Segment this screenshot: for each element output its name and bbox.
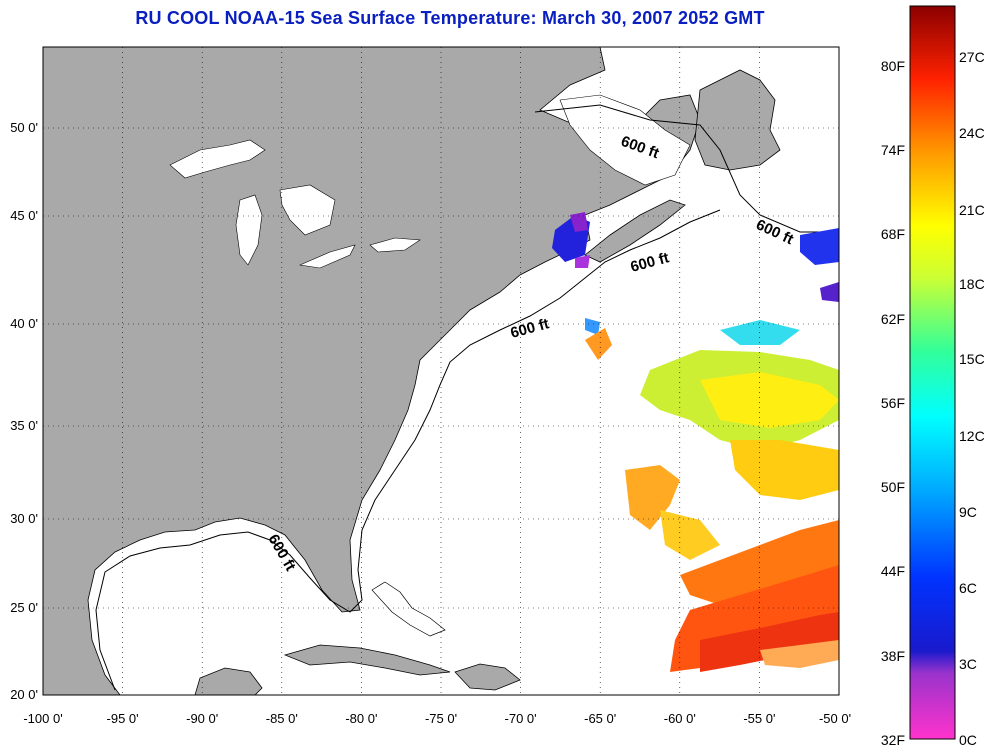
x-tick-label: -100 0' <box>23 711 62 726</box>
x-tick-label: -95 0' <box>107 711 139 726</box>
x-tick-label: -70 0' <box>505 711 537 726</box>
x-tick-label: -55 0' <box>743 711 775 726</box>
x-tick-label: -80 0' <box>345 711 377 726</box>
colorbar-c-label: 21C <box>959 202 984 218</box>
lake-michigan <box>235 194 263 266</box>
bahamas-outline <box>371 581 446 637</box>
x-tick-label: -85 0' <box>266 711 298 726</box>
colorbar-f-label: 44F <box>881 563 905 579</box>
gulf-st-lawrence <box>559 94 691 186</box>
y-tick-label: 40 0' <box>10 316 38 331</box>
colorbar-c-label: 6C <box>959 580 977 596</box>
colorbar-f-label: 56F <box>881 395 905 411</box>
colorbar-f-label: 50F <box>881 479 905 495</box>
colorbar-c-label: 24C <box>959 125 984 141</box>
cuba-land <box>283 644 451 676</box>
yucatan-land <box>194 667 263 695</box>
colorbar-c-label: 27C <box>959 49 984 65</box>
y-tick-label: 20 0' <box>10 687 38 702</box>
y-tick-label: 35 0' <box>10 418 38 433</box>
colorbar-c-label: 9C <box>959 504 977 520</box>
north-america-land <box>43 47 701 695</box>
x-tick-label: -60 0' <box>664 711 696 726</box>
hispaniola-land <box>454 663 521 691</box>
map-gridlines <box>43 47 839 695</box>
y-tick-label: 30 0' <box>10 511 38 526</box>
colorbar-c-label: 12C <box>959 428 984 444</box>
y-tick-label: 25 0' <box>10 600 38 615</box>
y-tick-label: 45 0' <box>10 208 38 223</box>
colorbar-f-label: 68F <box>881 226 905 242</box>
colorbar-c-label: 18C <box>959 276 984 292</box>
shelf-contour-600ft <box>95 104 839 691</box>
lake-erie <box>298 244 356 269</box>
y-axis-ticks: 50 0' 45 0' 40 0' 35 0' 30 0' 25 0' 20 0… <box>10 120 38 702</box>
colorbar-c-label: 15C <box>959 351 984 367</box>
x-axis-ticks: -100 0' -95 0' -90 0' -85 0' -80 0' -75 … <box>23 711 851 726</box>
x-tick-label: -65 0' <box>584 711 616 726</box>
colorbar-f-label: 38F <box>881 648 905 664</box>
colorbar-fahrenheit-labels: 80F 74F 68F 62F 56F 50F 44F 38F 32F <box>881 58 905 748</box>
colorbar-celsius-labels: 27C 24C 21C 18C 15C 12C 9C 6C 3C 0C <box>959 49 984 748</box>
temperature-colorbar <box>909 5 956 740</box>
colorbar-f-label: 62F <box>881 311 905 327</box>
x-tick-label: -50 0' <box>819 711 851 726</box>
colorbar-f-label: 74F <box>881 142 905 158</box>
lake-huron <box>279 184 336 236</box>
lake-ontario <box>369 237 421 253</box>
nova-scotia-land <box>584 199 686 263</box>
map-title: RU COOL NOAA-15 Sea Surface Temperature:… <box>135 8 765 28</box>
x-tick-label: -90 0' <box>186 711 218 726</box>
x-tick-label: -75 0' <box>425 711 457 726</box>
lake-superior <box>169 139 266 179</box>
y-tick-label: 50 0' <box>10 120 38 135</box>
colorbar-f-label: 32F <box>881 732 905 748</box>
colorbar-f-label: 80F <box>881 58 905 74</box>
map-frame <box>42 46 840 696</box>
colorbar-c-label: 3C <box>959 656 977 672</box>
colorbar-c-label: 0C <box>959 732 977 748</box>
